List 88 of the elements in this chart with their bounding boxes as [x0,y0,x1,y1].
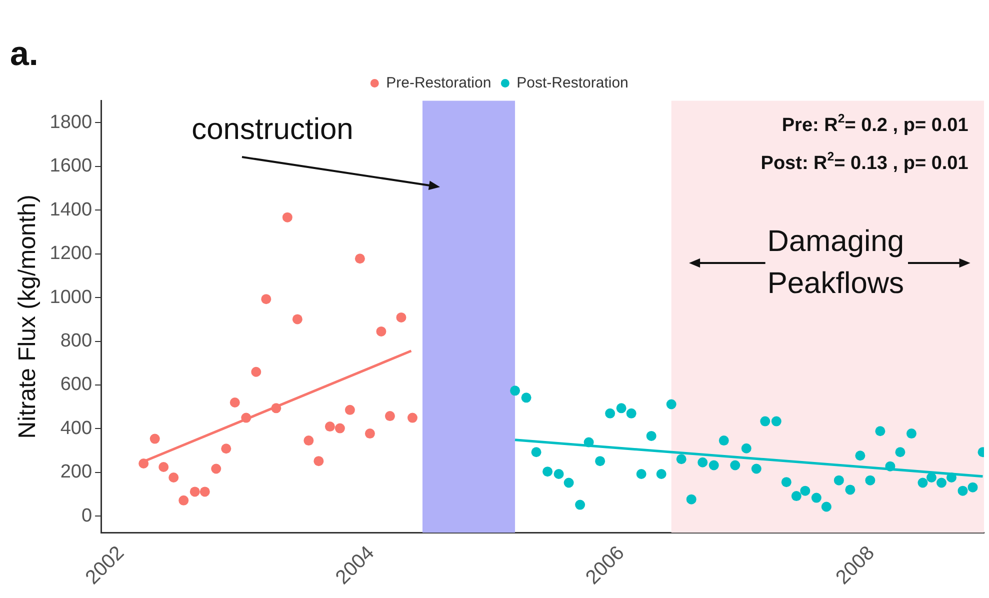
band-label: construction [192,112,354,146]
point [407,412,418,423]
point [926,472,936,482]
point [150,434,160,444]
point [542,466,553,477]
point [200,486,210,497]
point [605,408,616,418]
point [760,416,770,426]
point [791,491,802,502]
point [190,486,200,497]
point [396,312,406,322]
point [510,386,520,396]
point [636,468,646,479]
point [676,454,686,464]
point [241,412,252,423]
point [178,495,189,506]
point [364,428,375,439]
y-tick-label: 400 [60,418,92,439]
point [521,392,532,403]
y-tick-label: 1800 [50,112,92,133]
point [885,461,896,472]
chart-title: a. [10,34,38,73]
point [344,404,355,415]
y-tick-label: 600 [60,374,92,396]
point [138,458,149,468]
point [616,403,626,414]
point [781,477,792,488]
point [211,464,222,474]
point [906,428,916,439]
point [334,423,345,434]
y-tick-label: 1200 [50,243,92,264]
point [646,430,656,441]
y-tick-label: 0 [81,505,92,526]
point [292,314,302,324]
point [845,484,856,495]
point [656,468,666,479]
point [698,457,708,468]
point [751,464,762,474]
point [531,447,542,458]
point [251,366,262,377]
point [741,443,752,454]
point [230,397,240,408]
point [158,462,169,472]
point [376,326,386,336]
point [958,486,968,496]
point [800,486,810,496]
y-axis-title: Nitrate Flux (kg/month) [14,194,42,439]
point [821,502,832,512]
point [895,447,906,458]
legend-label: Pre-Restoration [386,74,492,92]
point [554,468,564,479]
point [354,254,365,264]
y-tick-label: 800 [60,330,92,352]
point [595,456,606,466]
y-tick-label: 1000 [50,286,92,308]
point [626,408,636,418]
point [686,494,696,504]
point [384,411,395,422]
point [221,444,232,454]
band-label: Damaging Peakflows [767,224,904,300]
point [936,478,946,488]
point [946,472,956,482]
point [811,492,822,503]
point [282,212,292,222]
point [865,475,876,486]
point [708,460,719,470]
y-tick-label: 1600 [50,156,92,177]
point [168,472,179,482]
point [730,460,740,470]
point [718,436,729,446]
point [304,436,314,446]
y-tick-label: 1400 [50,199,92,220]
point [968,482,978,492]
point [575,500,586,510]
y-tick-label: 200 [60,462,92,483]
point [324,422,335,432]
point [855,450,866,461]
point [918,478,928,488]
legend-label: Post-Restoration [516,74,628,92]
point [261,294,272,304]
point [834,475,844,486]
point [666,399,676,410]
point [271,403,282,414]
point [771,416,782,426]
point [314,456,324,466]
point [875,426,886,436]
point [584,437,594,448]
point [564,478,574,488]
